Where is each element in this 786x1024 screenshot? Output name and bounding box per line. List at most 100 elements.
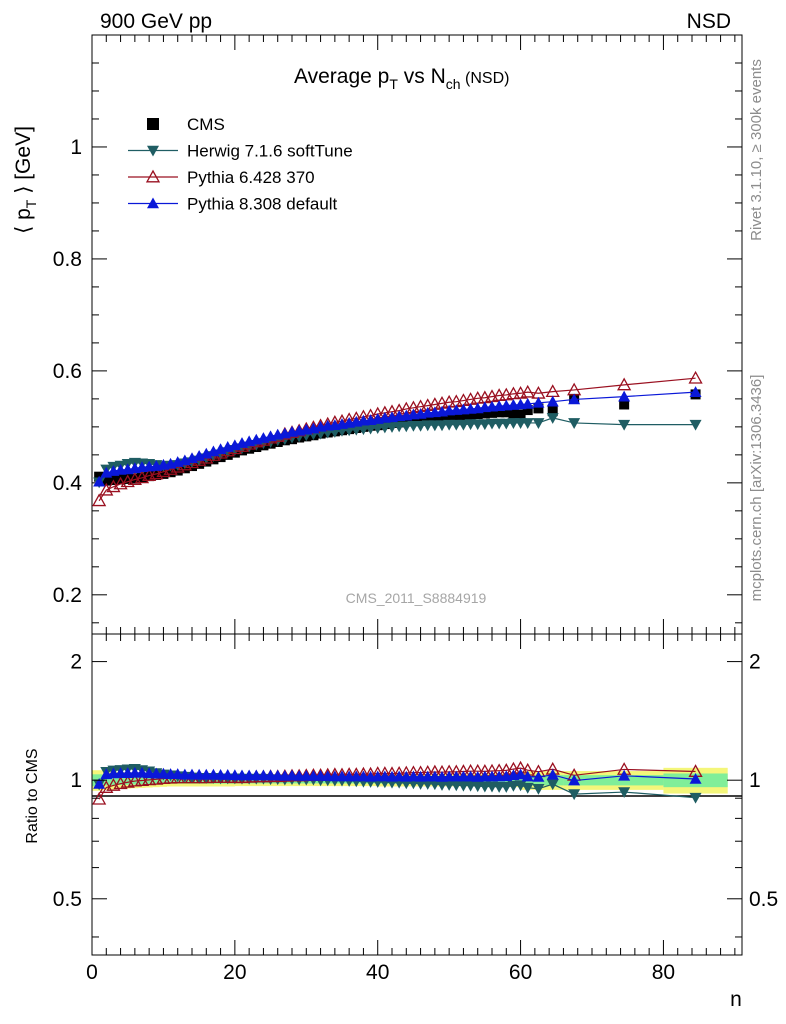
title-sub1: T: [389, 76, 398, 92]
ratio-point: [568, 789, 581, 801]
legend-label: Pythia 6.428 370: [187, 168, 315, 187]
data-point: [508, 408, 519, 419]
ratio-point: [521, 782, 534, 794]
data-point: [408, 415, 419, 426]
ratio-point: [514, 768, 527, 780]
data-point: [93, 475, 106, 487]
data-point: [158, 468, 169, 479]
x-tick-label: 0: [86, 961, 98, 984]
data-point: [458, 410, 469, 421]
ratio-point: [689, 772, 702, 784]
series-2: [92, 370, 703, 507]
ratio-point: [546, 768, 559, 780]
ratio-point: [532, 783, 545, 795]
ratio-axis-ticks: [91, 634, 742, 955]
data-point: [689, 386, 702, 397]
x-tick-label: 20: [223, 961, 246, 984]
y-tick-label: 1: [70, 136, 82, 159]
data-point: [165, 467, 176, 478]
ratio-y-tick-label-right: 2: [749, 651, 761, 674]
title-pre: Average p: [294, 65, 389, 88]
data-point: [618, 419, 631, 431]
data-point: [568, 418, 581, 429]
ratio-y-tick-label: 1: [70, 769, 82, 792]
y-tick-label: 0.4: [53, 472, 83, 495]
data-point: [115, 474, 126, 485]
ratio-point: [546, 779, 559, 791]
data-point: [546, 395, 559, 407]
data-point: [689, 419, 702, 431]
ratio-point: [689, 792, 702, 804]
y-tick-label: 0.8: [53, 248, 82, 271]
data-point: [688, 370, 703, 384]
legend-marker: [145, 169, 161, 183]
data-point: [617, 377, 632, 391]
ratio-series-2: [93, 766, 702, 789]
data-point: [533, 403, 544, 414]
legend-label: Herwig 7.1.6 softTune: [187, 142, 353, 161]
main-y-tick-labels: 0.2 0.4 0.6 0.8 1: [53, 136, 83, 607]
ratio-point: [127, 773, 142, 787]
data-point: [532, 396, 545, 408]
title-post: (NSD): [461, 70, 510, 87]
ratio-plot-frame: [91, 633, 743, 956]
data-point: [568, 393, 581, 405]
title-mid: vs N: [398, 65, 446, 88]
data-point: [479, 408, 490, 419]
legend-label: Pythia 8.308 default: [187, 195, 338, 214]
analysis-label: CMS_2011_S8884919: [346, 590, 487, 606]
data-point: [487, 407, 497, 418]
data-point: [521, 397, 534, 409]
ratio-point: [134, 773, 150, 786]
ylabel-post: ⟩ [GeV]: [12, 126, 35, 200]
ratio-y-tick-label: 0.5: [53, 888, 82, 911]
data-point: [501, 407, 512, 418]
ratio-point: [568, 774, 581, 786]
legend: CMS Herwig 7.1.6 softTune Pythia 6.428 370…: [128, 115, 353, 214]
ratio-y-tick-label: 2: [70, 651, 82, 674]
y-tick-label: 0.6: [53, 360, 82, 383]
band-inner-segment: [117, 775, 125, 785]
series-1: [93, 413, 702, 489]
data-point: [618, 390, 631, 402]
data-point: [546, 413, 559, 424]
data-point: [619, 399, 630, 410]
data-point: [401, 416, 412, 427]
ratio-y-tick-label-right: 1: [749, 769, 761, 792]
legend-label: CMS: [187, 115, 225, 134]
data-point: [494, 407, 505, 418]
band-inner-segment: [152, 776, 160, 784]
ylabel-sub: T: [23, 199, 39, 208]
ratio-data-marks: [92, 760, 703, 805]
x-tick-label: 80: [652, 961, 675, 984]
title-sub2: ch: [446, 76, 461, 92]
data-point: [92, 493, 107, 507]
ratio-point: [500, 782, 513, 793]
data-point: [151, 470, 162, 481]
data-point: [522, 405, 533, 416]
data-point: [472, 408, 483, 419]
data-point: [521, 418, 534, 429]
ratio-y-axis-label: Ratio to CMS: [24, 748, 41, 843]
ratio-point: [521, 770, 534, 782]
band-inner-segment: [563, 775, 664, 786]
ylabel-pre: ⟨ p: [12, 208, 35, 234]
x-tick-label: 40: [366, 961, 389, 984]
rivet-label: Rivet 3.1.10, ≥ 300k events: [748, 59, 765, 241]
data-point: [515, 409, 526, 420]
data-point: [444, 411, 455, 422]
ratio-point: [532, 770, 545, 782]
series-line: [98, 377, 696, 502]
main-axis-ticks: [91, 35, 742, 634]
header-left: 900 GeV pp: [100, 10, 212, 33]
series-3: [93, 386, 702, 487]
band-inner-segment: [124, 775, 132, 785]
ratio-y-tick-label-right: 0.5: [749, 888, 778, 911]
mcplots-label: mcplots.cern.ch [arXiv:1306.3436]: [748, 375, 765, 602]
data-point: [465, 410, 476, 421]
ratio-y-tick-labels: 0.5 0.5 1 1 2 2: [53, 651, 778, 911]
header-right: NSD: [687, 10, 731, 33]
data-point: [547, 406, 558, 417]
data-point: [101, 475, 112, 486]
